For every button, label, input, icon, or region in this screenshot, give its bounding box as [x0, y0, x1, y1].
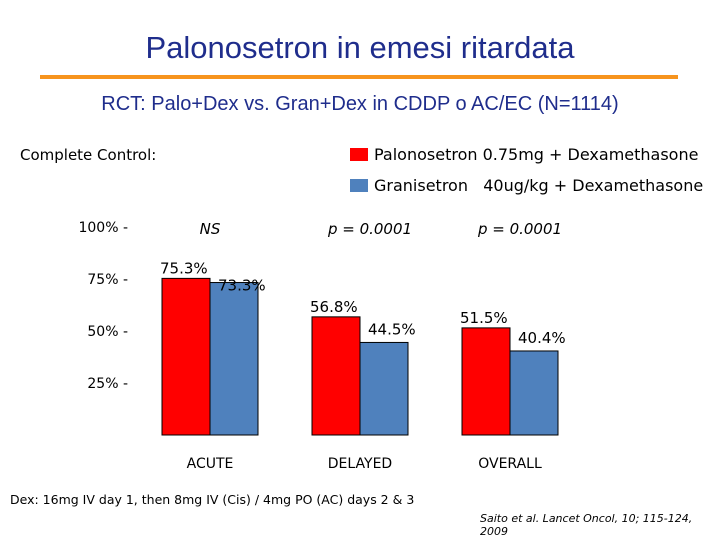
bar-palonosetron-delayed: [311, 316, 361, 436]
y-tick-label: 75% -: [87, 272, 128, 288]
legend-item-palonosetron: Palonosetron 0.75mg + Dexamethasone: [350, 145, 698, 164]
data-label-palonosetron: 51.5%: [460, 309, 508, 327]
bar-granisetron-overall: [509, 350, 559, 436]
legend-label-granisetron: Granisetron 40ug/kg + Dexamethasone: [374, 176, 704, 195]
complete-control-label: Complete Control:: [20, 146, 157, 164]
bar-palonosetron-acute: [161, 277, 211, 436]
bar-palonosetron-overall: [461, 327, 511, 436]
y-tick-label: 50% -: [87, 324, 128, 340]
title-underline: [40, 75, 678, 79]
significance-label: p = 0.0001: [327, 220, 412, 238]
legend-label-palonosetron: Palonosetron 0.75mg + Dexamethasone: [374, 145, 699, 164]
category-label: DELAYED: [328, 456, 392, 472]
category-label: OVERALL: [478, 456, 542, 472]
slide-title: Palonosetron in emesi ritardata: [145, 30, 575, 65]
slide-subtitle: RCT: Palo+Dex vs. Gran+Dex in CDDP o AC/…: [101, 93, 619, 115]
legend-swatch-granisetron: [350, 179, 368, 192]
data-label-palonosetron: 75.3%: [160, 259, 208, 277]
bar-granisetron-acute: [209, 282, 259, 436]
legend-swatch-palonosetron: [350, 148, 368, 161]
bar-granisetron-delayed: [359, 341, 409, 436]
legend-item-granisetron: Granisetron 40ug/kg + Dexamethasone: [350, 176, 703, 195]
significance-label: p = 0.0001: [477, 220, 562, 238]
data-label-granisetron: 40.4%: [518, 329, 566, 347]
category-label: ACUTE: [187, 456, 234, 472]
dosing-footnote: Dex: 16mg IV day 1, then 8mg IV (Cis) / …: [10, 492, 415, 507]
y-tick-label: 100% -: [78, 220, 128, 236]
data-label-granisetron: 73.3%: [218, 276, 266, 294]
significance-label: NS: [200, 220, 221, 238]
data-label-granisetron: 44.5%: [368, 320, 416, 338]
y-tick-label: 25% -: [87, 376, 128, 392]
data-label-palonosetron: 56.8%: [310, 298, 358, 316]
citation: Saito et al. Lancet Oncol, 10; 115-124, …: [480, 512, 693, 538]
